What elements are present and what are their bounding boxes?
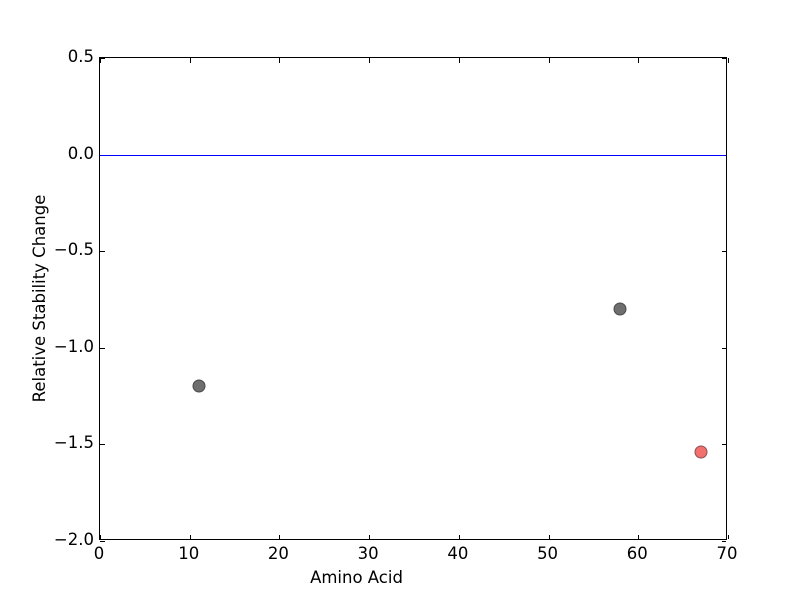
x-tick-mark-top — [279, 58, 281, 63]
scatter-point[interactable] — [694, 445, 708, 459]
y-axis-label: Relative Stability Change — [30, 57, 62, 540]
x-tick-label: 0 — [93, 544, 105, 563]
y-tick-mark — [100, 58, 105, 59]
x-tick-mark-top — [189, 58, 191, 63]
x-tick-mark — [279, 534, 281, 539]
x-tick-label: 60 — [626, 544, 648, 563]
x-tick-mark — [100, 534, 101, 539]
x-tick-mark-top — [728, 58, 729, 63]
x-tick-mark — [548, 534, 550, 539]
x-tick-mark — [369, 534, 371, 539]
y-tick-mark-right — [721, 251, 726, 253]
y-tick-label: −0.5 — [53, 239, 94, 259]
plot-canvas — [100, 58, 729, 542]
y-tick-label: −1.5 — [53, 433, 94, 453]
y-axis-label-text: Relative Stability Change — [30, 194, 49, 403]
x-tick-label: 20 — [267, 544, 289, 563]
y-tick-mark — [100, 444, 105, 446]
x-tick-mark-top — [100, 58, 101, 63]
x-tick-mark — [728, 534, 729, 539]
scatter-point[interactable] — [613, 302, 627, 316]
x-tick-label: 10 — [178, 544, 200, 563]
scatter-point[interactable] — [192, 379, 206, 393]
x-axis-label: Amino Acid — [0, 568, 800, 587]
y-tick-label: 0.0 — [67, 143, 94, 163]
x-tick-label: 30 — [357, 544, 379, 563]
y-tick-mark-right — [721, 541, 726, 542]
x-tick-mark-top — [458, 58, 460, 63]
x-tick-label: 50 — [537, 544, 559, 563]
y-tick-label: 0.5 — [67, 46, 94, 66]
x-tick-mark — [638, 534, 640, 539]
y-tick-mark — [100, 541, 105, 542]
zero-line-reference-line — [100, 154, 726, 156]
x-tick-mark — [189, 534, 191, 539]
y-tick-mark-right — [721, 58, 726, 59]
y-tick-mark-right — [721, 444, 726, 446]
x-tick-label: 70 — [716, 544, 738, 563]
x-tick-mark-top — [369, 58, 371, 63]
y-tick-mark — [100, 251, 105, 253]
x-axis-label-text: Amino Acid — [310, 568, 403, 587]
x-tick-mark-top — [548, 58, 550, 63]
y-tick-mark-right — [721, 347, 726, 349]
y-tick-label: −2.0 — [53, 529, 94, 549]
y-tick-label: −1.0 — [53, 336, 94, 356]
x-tick-mark — [458, 534, 460, 539]
x-tick-mark-top — [638, 58, 640, 63]
x-tick-label: 40 — [447, 544, 469, 563]
plot-area — [99, 57, 729, 542]
y-tick-mark — [100, 347, 105, 349]
